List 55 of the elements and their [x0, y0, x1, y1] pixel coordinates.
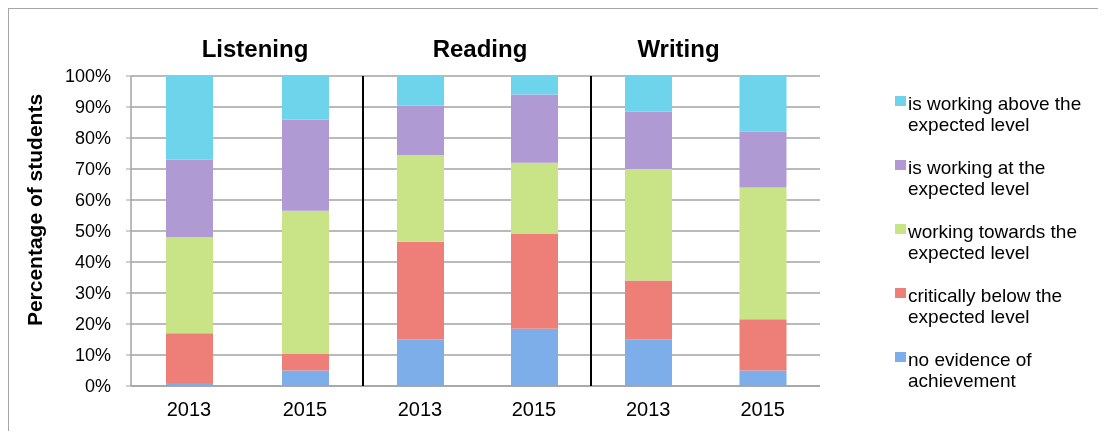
y-tick-label: 60%	[74, 190, 111, 211]
legend-label: is working at the expected level	[908, 157, 1046, 199]
bar	[511, 162, 558, 235]
bar	[739, 187, 787, 320]
chart-title: Listening	[201, 35, 309, 62]
bar	[625, 339, 672, 386]
y-tick-label: 50%	[74, 221, 111, 242]
x-tick-label: 2015	[282, 398, 328, 421]
bar	[397, 155, 444, 242]
bar	[511, 94, 558, 163]
x-tick-label: 2013	[166, 398, 212, 421]
chart-title: Reading	[432, 35, 528, 62]
legend-label: working towards the expected level	[908, 221, 1077, 263]
x-tick-label: 2013	[626, 398, 671, 421]
y-axis-title: Percentage of students	[23, 93, 46, 327]
y-tick-label: 70%	[74, 159, 111, 180]
bar	[282, 76, 329, 120]
x-tick-label: 2015	[511, 398, 557, 421]
legend-label: no evidence of achievement	[908, 349, 1032, 391]
y-tick-label: 100%	[64, 66, 111, 87]
bar	[397, 105, 444, 156]
bar	[739, 319, 787, 371]
bar	[282, 370, 329, 386]
bar	[739, 370, 787, 386]
y-tick-label: 10%	[74, 345, 111, 366]
bar	[166, 237, 213, 334]
y-tick-label: 20%	[74, 314, 111, 335]
bar	[511, 76, 558, 95]
legend-label: critically below the expected level	[908, 285, 1063, 327]
y-tick-label: 90%	[74, 97, 111, 118]
y-tick-label: 0%	[84, 376, 111, 397]
y-tick-label: 80%	[74, 128, 111, 149]
bar	[625, 111, 672, 169]
bar	[397, 339, 444, 386]
x-tick-label: 2015	[740, 398, 785, 421]
bar	[282, 210, 329, 354]
bar	[625, 280, 672, 340]
bar	[166, 159, 213, 238]
x-tick-label: 2013	[397, 398, 443, 421]
chart-title: Writing	[637, 35, 720, 62]
bar	[282, 119, 329, 211]
bar	[625, 169, 672, 281]
bar	[397, 241, 444, 340]
legend-label: is working above the expected level	[908, 93, 1082, 135]
bar	[397, 76, 444, 106]
bar	[282, 353, 329, 371]
bar	[625, 76, 672, 112]
bar	[511, 328, 558, 386]
y-tick-label: 40%	[74, 252, 111, 273]
bar	[739, 76, 787, 132]
bar	[511, 234, 558, 329]
bar	[739, 131, 787, 188]
y-tick-label: 30%	[74, 283, 111, 304]
bar	[166, 76, 213, 160]
bar	[166, 333, 213, 383]
